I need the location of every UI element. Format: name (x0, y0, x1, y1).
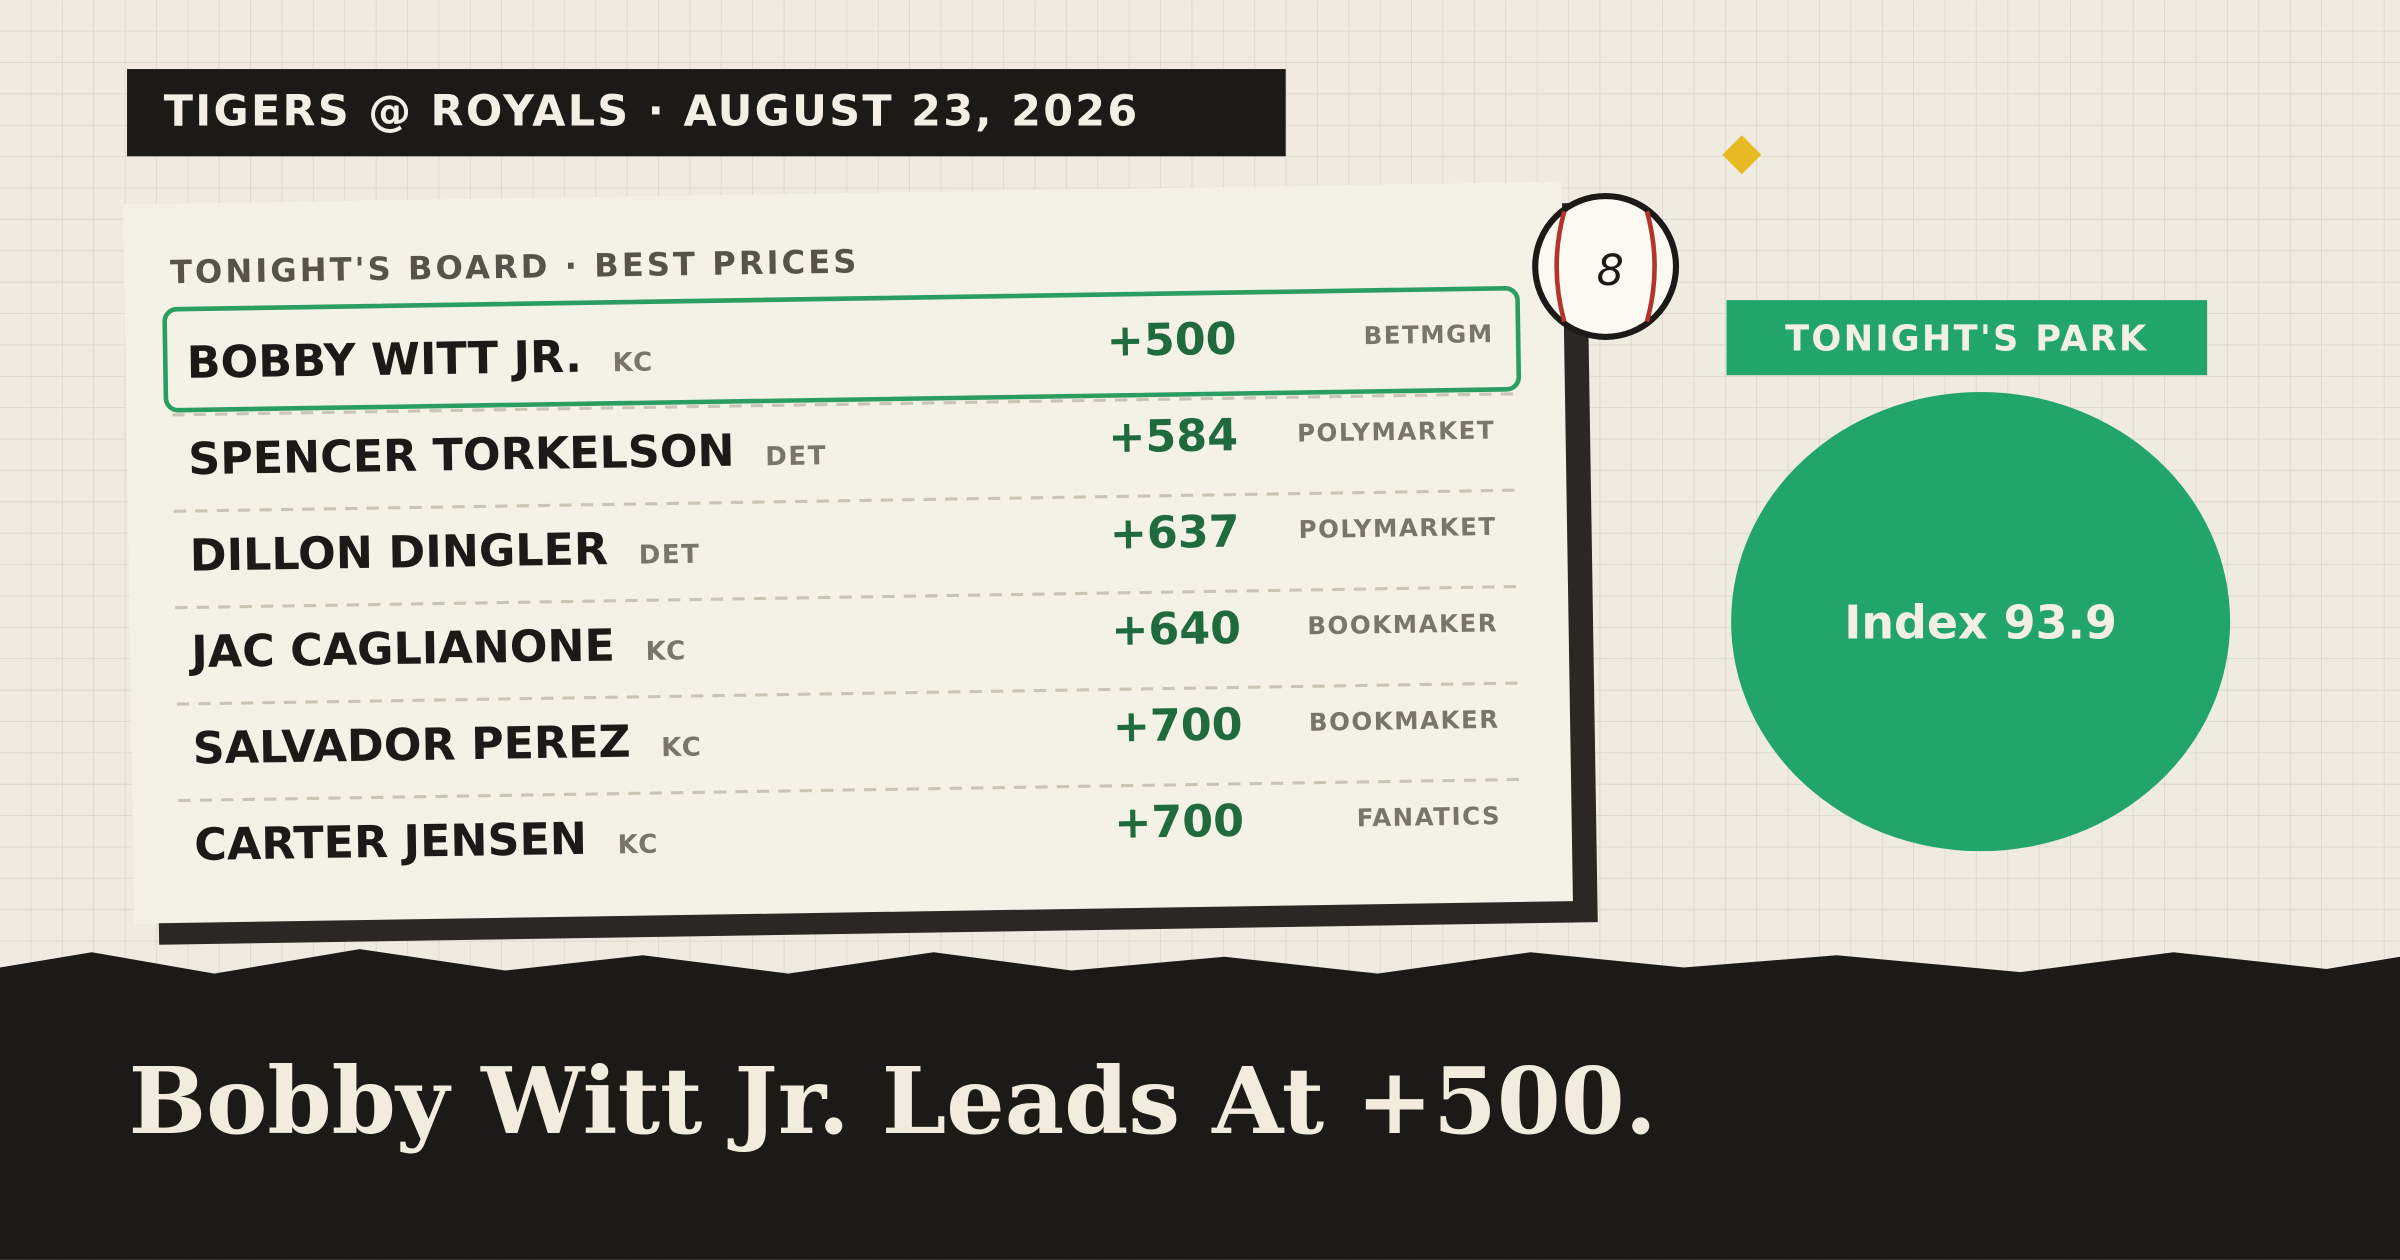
baseball (1532, 193, 1680, 340)
team: DET (639, 540, 701, 571)
team: KC (612, 348, 654, 379)
board: TONIGHT'S BOARD · BEST PRICES BOBBY WITT… (123, 181, 1598, 945)
odds: +640 (1111, 603, 1242, 656)
park-index: Index 93.9 (1844, 595, 2117, 649)
player-name: BOBBY WITT JR. (186, 332, 582, 389)
park-label: TONIGHT'S PARK (1785, 319, 2148, 360)
sportsbook: BETMGM (1363, 319, 1493, 350)
team: KC (645, 636, 687, 667)
sportsbook: POLYMARKET (1297, 415, 1495, 447)
odds: +637 (1109, 507, 1240, 560)
footer-band (0, 949, 2400, 1260)
sportsbook: BOOKMAKER (1309, 705, 1500, 737)
team: KC (617, 830, 659, 861)
badge-number: 8 (1597, 246, 1624, 296)
team: DET (765, 441, 827, 472)
headline: Bobby Witt Jr. Leads At +500. (129, 1047, 1657, 1155)
seam (1644, 210, 1657, 323)
odds: +500 (1106, 314, 1237, 367)
player-name: JAC CAGLIANONE (188, 620, 615, 678)
row-divider (178, 777, 1526, 803)
player-name: CARTER JENSEN (194, 814, 587, 871)
sportsbook: BOOKMAKER (1307, 608, 1498, 640)
player-name: SPENCER TORKELSON (188, 426, 735, 486)
odds: +700 (1112, 699, 1243, 752)
row-divider (173, 488, 1521, 513)
header-bar (127, 69, 1286, 157)
row-divider (176, 681, 1524, 706)
row-divider (172, 392, 1520, 417)
sportsbook: POLYMARKET (1298, 512, 1496, 544)
highlight-box (162, 285, 1522, 413)
row-divider (175, 585, 1523, 610)
header-title: TIGERS @ ROYALS · AUGUST 23, 2026 (164, 87, 1140, 137)
park-circle (1731, 391, 2231, 852)
baseball-badge: 8 (1532, 193, 1680, 340)
sportsbook: FANATICS (1357, 801, 1502, 832)
seam (1554, 210, 1567, 323)
odds: +584 (1108, 410, 1239, 463)
player-name: DILLON DINGLER (189, 524, 608, 582)
board-card (123, 181, 1573, 924)
player-name: SALVADOR PEREZ (192, 717, 631, 775)
park-label-bar (1726, 300, 2208, 376)
odds: +700 (1114, 796, 1245, 849)
team: KC (661, 733, 703, 764)
